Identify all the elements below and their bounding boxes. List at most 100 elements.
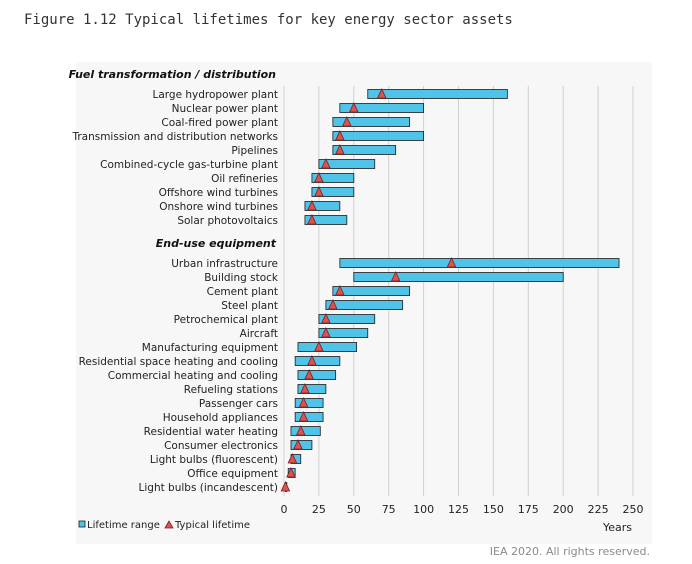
category-label: Cement plant [207, 286, 278, 298]
lifetime-range-bar [318, 159, 376, 169]
x-tick-label: 125 [448, 503, 469, 516]
category-label: Onshore wind turbines [159, 201, 278, 213]
typical-lifetime-marker [446, 257, 457, 268]
group-header: Fuel transformation / distribution [69, 68, 277, 81]
typical-lifetime-marker [328, 299, 338, 310]
x-tick-label: 25 [312, 503, 326, 516]
lifetime-range-bar [332, 131, 424, 141]
typical-lifetime-marker [321, 158, 331, 169]
legend-range-swatch [78, 520, 86, 528]
category-label: Consumer electronics [164, 440, 278, 452]
category-label: Light bulbs (incandescent) [139, 482, 278, 494]
lifetime-range-bar [294, 412, 324, 422]
lifetime-range-bar [304, 201, 341, 211]
lifetime-range-bar [325, 300, 404, 310]
category-label: Pipelines [231, 145, 278, 157]
figure-title: Figure 1.12 Typical lifetimes for key en… [24, 12, 513, 28]
typical-lifetime-marker [298, 397, 309, 408]
typical-lifetime-marker [314, 172, 324, 183]
copyright-footer: IEA 2020. All rights reserved. [489, 545, 650, 558]
typical-lifetime-marker [300, 383, 310, 394]
typical-lifetime-marker [286, 467, 296, 478]
x-tick-label: 200 [553, 503, 574, 516]
label-layer: Fuel transformation / distribution Large … [69, 68, 279, 494]
category-label: Steel plant [221, 300, 278, 312]
typical-lifetime-marker [307, 355, 317, 366]
typical-lifetime-marker [314, 186, 324, 197]
typical-lifetime-marker [335, 130, 345, 141]
typical-lifetime-marker [293, 439, 303, 450]
typical-lifetime-marker [335, 144, 345, 155]
lifetime-range-bar [290, 426, 321, 436]
lifetime-range-bar [294, 398, 324, 408]
legend-typical-label: Typical lifetime [174, 520, 250, 531]
typical-lifetime-marker [376, 88, 387, 99]
lifetime-range-bar [311, 173, 355, 183]
category-label: Urban infrastructure [171, 258, 278, 270]
bar-layer [280, 88, 620, 492]
lifetime-range-bar [311, 187, 355, 197]
category-label: Commercial heating and cooling [108, 370, 278, 382]
typical-lifetime-marker [307, 214, 317, 225]
typical-lifetime-marker [295, 425, 306, 436]
category-label: Manufacturing equipment [142, 342, 278, 354]
category-label: Passenger cars [199, 398, 278, 410]
category-label: Combined-cycle gas-turbine plant [100, 159, 278, 171]
lifetime-range-bar [367, 89, 508, 99]
x-tick-label: 75 [382, 503, 396, 516]
axis-layer: Years 0 25 50 75 100 125 150 175 200 225 250 [281, 503, 644, 534]
legend-typical-marker [164, 520, 174, 529]
lifetime-range-bar [290, 440, 313, 450]
legend-range-label: Lifetime range [87, 520, 160, 531]
typical-lifetime-marker [287, 453, 298, 464]
typical-lifetime-marker [341, 116, 352, 127]
lifetime-range-bar [297, 342, 357, 352]
lifetime-range-bar [294, 356, 341, 366]
category-label: Residential space heating and cooling [79, 356, 278, 368]
lifetime-range-bar [353, 272, 564, 282]
lifetime-range-bar [304, 215, 348, 225]
category-label: Household appliances [163, 412, 278, 424]
lifetime-range-bar [318, 328, 369, 338]
category-label: Residential water heating [144, 426, 278, 438]
x-tick-label: 0 [281, 503, 288, 516]
lifetime-range-bar [332, 117, 411, 127]
legend: Lifetime range Typical lifetime [78, 520, 250, 531]
typical-lifetime-marker [335, 285, 345, 296]
lifetime-range-bar [318, 314, 376, 324]
category-label: Oil refineries [211, 173, 278, 185]
lifetime-range-bar [297, 370, 337, 380]
x-tick-label: 250 [623, 503, 644, 516]
category-label: Nuclear power plant [172, 103, 278, 115]
typical-lifetime-marker [390, 271, 401, 282]
grid-layer [283, 86, 634, 496]
category-label: Building stock [204, 272, 279, 284]
category-label: Office equipment [187, 468, 278, 480]
typical-lifetime-marker [280, 481, 291, 492]
typical-lifetime-marker [304, 369, 314, 380]
category-label: Petrochemical plant [174, 314, 278, 326]
lifetime-range-bar [297, 384, 327, 394]
category-label: Aircraft [240, 328, 278, 340]
category-label: Transmission and distribution networks [71, 131, 278, 143]
category-label: Coal-fired power plant [161, 117, 278, 129]
x-axis-label: Years [602, 521, 632, 534]
category-label: Offshore wind turbines [159, 187, 278, 199]
typical-lifetime-marker [307, 200, 317, 211]
lifetime-range-bar [332, 286, 411, 296]
x-tick-label: 225 [588, 503, 609, 516]
typical-lifetime-marker [298, 411, 309, 422]
typical-lifetime-marker [348, 102, 359, 113]
category-label: Large hydropower plant [152, 89, 278, 101]
category-label: Refueling stations [184, 384, 278, 396]
typical-lifetime-marker [321, 313, 331, 324]
lifetime-range-bar [339, 258, 620, 268]
typical-lifetime-marker [314, 341, 324, 352]
x-tick-label: 100 [413, 503, 434, 516]
x-tick-label: 50 [347, 503, 361, 516]
x-tick-label: 175 [518, 503, 539, 516]
lifetime-range-bar [332, 145, 397, 155]
typical-lifetime-marker [321, 327, 331, 338]
category-label: Solar photovoltaics [177, 215, 278, 227]
